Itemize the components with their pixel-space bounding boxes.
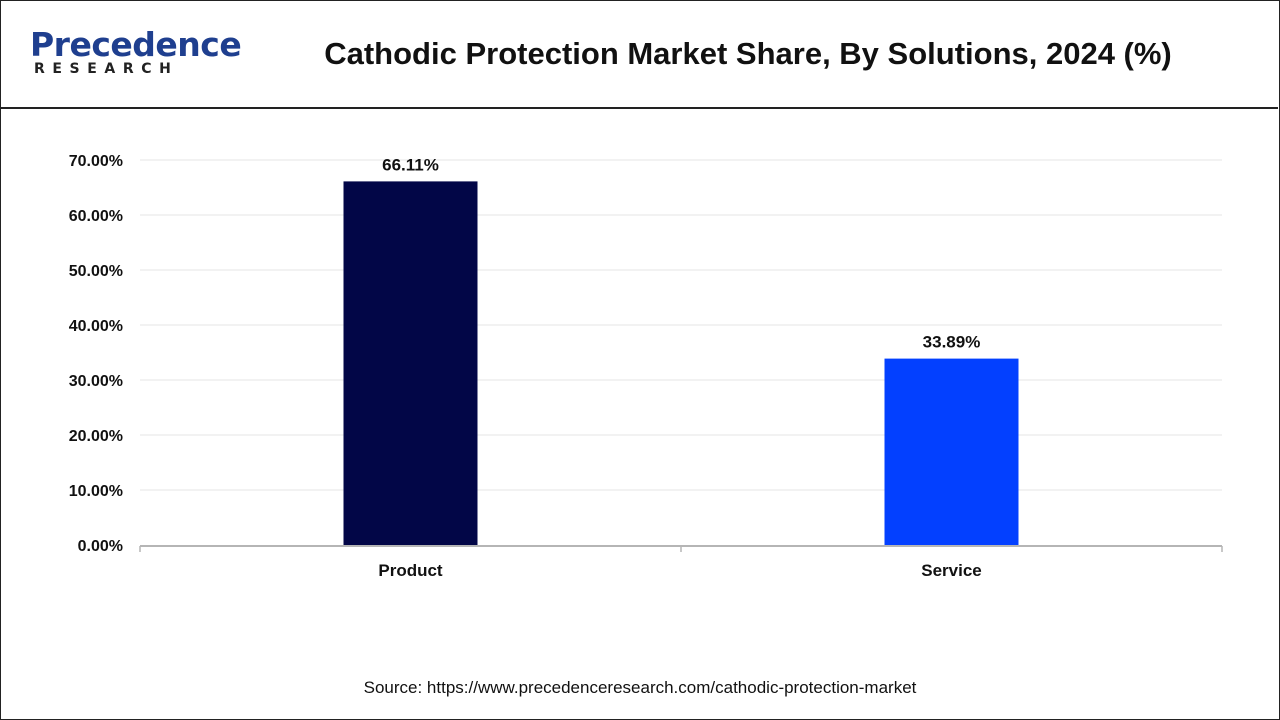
data-label: 33.89% (923, 333, 981, 352)
y-tick-label: 20.00% (69, 428, 123, 445)
y-tick-label: 50.00% (69, 263, 123, 280)
brand-name: Precedence (30, 25, 242, 64)
y-tick-label: 0.00% (78, 538, 123, 555)
header: Precedence RESEARCH Cathodic Protection … (0, 0, 1278, 109)
x-axis: Product Service (139, 545, 1223, 580)
chart-title: Cathodic Protection Market Share, By Sol… (324, 36, 1172, 71)
y-tick-label: 60.00% (69, 208, 123, 225)
x-tick-label: Product (378, 561, 443, 580)
bar-product (343, 181, 478, 545)
gridlines (140, 159, 1222, 491)
source-note: Source: https://www.precedenceresearch.c… (363, 678, 917, 697)
y-tick-label: 10.00% (69, 483, 123, 500)
bars: 66.11% 33.89% (343, 155, 1019, 545)
y-tick-label: 40.00% (69, 318, 123, 335)
bar-service (884, 358, 1019, 545)
brand-sub: RESEARCH (34, 61, 179, 77)
y-tick-label: 70.00% (69, 153, 123, 170)
x-tick-label: Service (921, 561, 982, 580)
brand-logo: Precedence RESEARCH (30, 26, 242, 82)
y-axis-ticks: 0.00% 10.00% 20.00% 30.00% 40.00% 50.00% 60.00… (69, 153, 123, 555)
y-tick-label: 30.00% (69, 373, 123, 390)
bar-chart: 0.00% 10.00% 20.00% 30.00% 40.00% 50.00% 60.00… (69, 153, 1223, 580)
data-label: 66.11% (382, 155, 439, 174)
